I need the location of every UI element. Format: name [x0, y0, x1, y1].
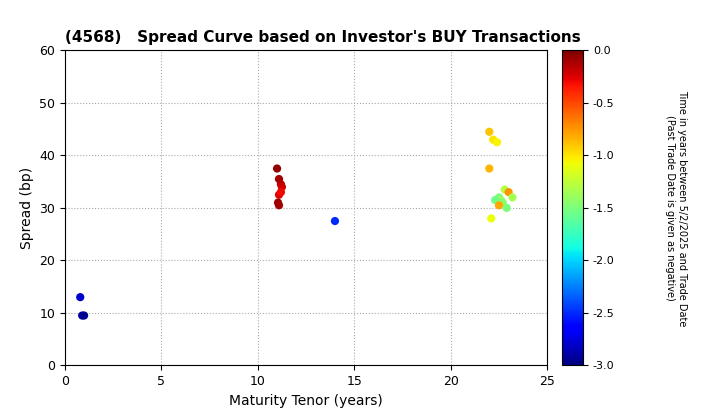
- Point: [490, 197, 501, 203]
- Point: [76, 312, 88, 319]
- Point: [495, 197, 507, 203]
- Point: [273, 192, 284, 198]
- Point: [493, 194, 505, 201]
- Point: [491, 139, 503, 146]
- Point: [497, 199, 508, 206]
- Point: [499, 186, 510, 193]
- Y-axis label: Spread (bp): Spread (bp): [19, 167, 34, 249]
- Y-axis label: Time in years between 5/2/2025 and Trade Date
(Past Trade Date is given as negat: Time in years between 5/2/2025 and Trade…: [665, 90, 687, 326]
- X-axis label: Maturity Tenor (years): Maturity Tenor (years): [229, 394, 383, 408]
- Point: [276, 184, 288, 190]
- Point: [273, 202, 284, 209]
- Point: [507, 194, 518, 201]
- Point: [275, 189, 287, 196]
- Point: [501, 205, 513, 211]
- Point: [485, 215, 497, 222]
- Point: [272, 199, 284, 206]
- Point: [275, 181, 287, 188]
- Point: [329, 218, 341, 224]
- Point: [484, 165, 495, 172]
- Point: [74, 294, 86, 301]
- Point: [273, 176, 284, 182]
- Point: [503, 189, 514, 196]
- Point: [493, 202, 505, 209]
- Point: [484, 129, 495, 135]
- Text: (4568)   Spread Curve based on Investor's BUY Transactions: (4568) Spread Curve based on Investor's …: [65, 30, 580, 45]
- Point: [78, 312, 90, 319]
- Point: [487, 136, 499, 143]
- Point: [271, 165, 283, 172]
